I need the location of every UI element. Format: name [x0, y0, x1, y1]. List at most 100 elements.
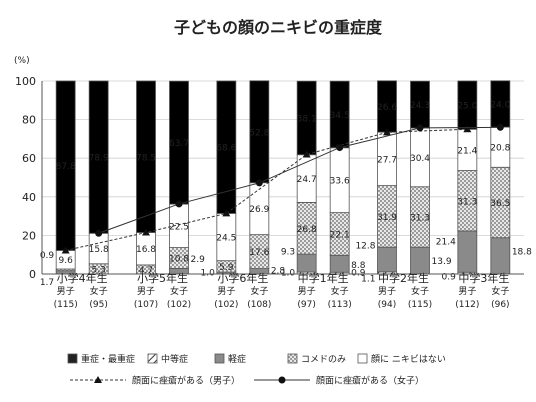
legend-label: 軽症 — [228, 353, 246, 365]
bar-data-label: 31.3 — [457, 197, 477, 207]
x-group-label: 中学3年生 — [458, 271, 509, 285]
bar-data-label: 33.6 — [330, 177, 350, 187]
x-sex-label: 男子 — [298, 286, 316, 297]
legend-label: 顔に ニキビはない — [371, 353, 446, 365]
y-tick-label: 80 — [22, 114, 36, 127]
bar-data-label: 31.9 — [377, 213, 397, 223]
bar-data-label: 26.6 — [377, 103, 397, 113]
side-data-label: 0.9 — [40, 251, 55, 261]
bar-data-label: 31.3 — [410, 213, 430, 223]
chart-title: 子どもの顔のニキビの重症度 — [174, 18, 383, 37]
bar-data-label: 87.8 — [56, 162, 76, 172]
x-count-label: (102) — [167, 300, 191, 310]
x-sex-label: 女子 — [331, 285, 349, 297]
bar-data-label: 22.5 — [169, 222, 189, 232]
data-labels: 9.6 87.8 5.3 15.8 78.9 4.7 16.8 78.5 10.8 22.5 63.… — [40, 100, 532, 288]
trend-lines — [61, 123, 504, 254]
y-axis-unit: (%) — [14, 56, 30, 66]
x-sex-label: 男子 — [137, 286, 155, 297]
marker-triangle — [383, 128, 391, 136]
legend-swatch — [287, 353, 298, 364]
side-data-label: 13.9 — [432, 257, 452, 267]
side-data-label: 9.3 — [281, 247, 295, 257]
x-sex-label: 男子 — [378, 286, 396, 297]
bar-data-label: 5.9 — [219, 263, 234, 273]
x-sex-label: 男子 — [217, 286, 235, 297]
x-group-label: 中学1年生 — [298, 271, 349, 285]
marker-circle — [416, 124, 424, 132]
legend-label: 重症・最重症 — [81, 353, 135, 365]
y-tick-label: 20 — [22, 229, 36, 242]
bar-data-label: 21.4 — [457, 146, 477, 156]
bar-data-label: 26.8 — [297, 225, 317, 235]
legend-swatch — [357, 353, 368, 364]
x-count-label: (96) — [491, 300, 509, 310]
marker-triangle — [142, 228, 150, 236]
bar-data-label: 34.5 — [330, 111, 350, 121]
bar-segment — [377, 246, 397, 273]
side-data-label: 1.1 — [361, 274, 375, 284]
bar-segment — [329, 254, 350, 273]
bar-data-label: 78.5 — [136, 153, 156, 163]
bar-segment — [490, 237, 511, 275]
legend-label: 中等症 — [161, 353, 188, 365]
y-tick-label: 100 — [15, 75, 36, 88]
bar-data-label: 68.6 — [216, 144, 236, 154]
x-count-label: (95) — [89, 300, 107, 310]
marker-circle — [496, 123, 504, 131]
bar-data-label: 15.8 — [89, 245, 109, 255]
x-count-label: (97) — [297, 300, 315, 310]
x-sex-label: 女子 — [411, 285, 429, 297]
bar-data-label: 78.9 — [89, 154, 109, 164]
legend-label: コメドのみ — [301, 354, 346, 365]
side-data-label: 1.7 — [40, 278, 54, 288]
marker-triangle — [302, 150, 311, 158]
legend-marker — [278, 376, 286, 384]
trend-line — [98, 126, 501, 234]
bar-data-label: 20.8 — [490, 144, 510, 154]
bar-data-label: 36.5 — [490, 199, 510, 209]
marker-triangle — [61, 246, 70, 254]
bar-data-label: 17.6 — [249, 248, 269, 258]
legend-swatch — [147, 353, 158, 364]
y-tick-label: 0 — [29, 268, 36, 281]
x-group-label: 小学5年生 — [137, 271, 188, 285]
x-sex-label: 女子 — [90, 285, 108, 297]
y-tick-label: 40 — [22, 191, 36, 204]
x-count-label: (115) — [408, 300, 432, 310]
bar-data-label: 30.4 — [410, 154, 430, 164]
x-group-label: 中学2年生 — [378, 271, 429, 285]
bar-data-label: 27.7 — [377, 155, 397, 165]
bar-segment — [296, 253, 317, 273]
x-sex-label: 女子 — [491, 285, 509, 297]
bar-data-label: 52.8 — [249, 128, 269, 138]
x-count-label: (112) — [455, 300, 479, 310]
bar-data-label: 25.0 — [457, 102, 477, 112]
bar-data-label: 9.6 — [59, 256, 74, 266]
x-count-label: (113) — [328, 300, 352, 310]
y-tick-label: 60 — [22, 152, 36, 165]
trend-line — [65, 128, 468, 251]
side-data-label: 2.9 — [191, 255, 206, 265]
bar-data-label: 4.7 — [139, 266, 153, 276]
bar-data-label: 5.3 — [92, 265, 106, 275]
marker-triangle — [222, 209, 231, 217]
x-count-label: (115) — [54, 300, 78, 310]
bar-data-label: 38.1 — [297, 114, 317, 124]
marker-triangle — [463, 125, 472, 133]
side-data-label: 12.8 — [355, 242, 375, 252]
x-sex-label: 女子 — [170, 285, 188, 297]
side-data-label: 18.8 — [512, 247, 532, 257]
x-count-label: (108) — [247, 300, 271, 310]
marker-circle — [175, 200, 183, 208]
bar-segment — [457, 230, 478, 273]
marker-circle — [255, 179, 263, 187]
bar-segment — [410, 246, 430, 275]
marker-circle — [95, 229, 103, 237]
x-group-label: 小学6年生 — [217, 271, 268, 285]
bar-data-label: 24.7 — [297, 175, 317, 185]
x-count-label: (107) — [134, 300, 158, 310]
side-data-label: 8.8 — [351, 261, 366, 271]
